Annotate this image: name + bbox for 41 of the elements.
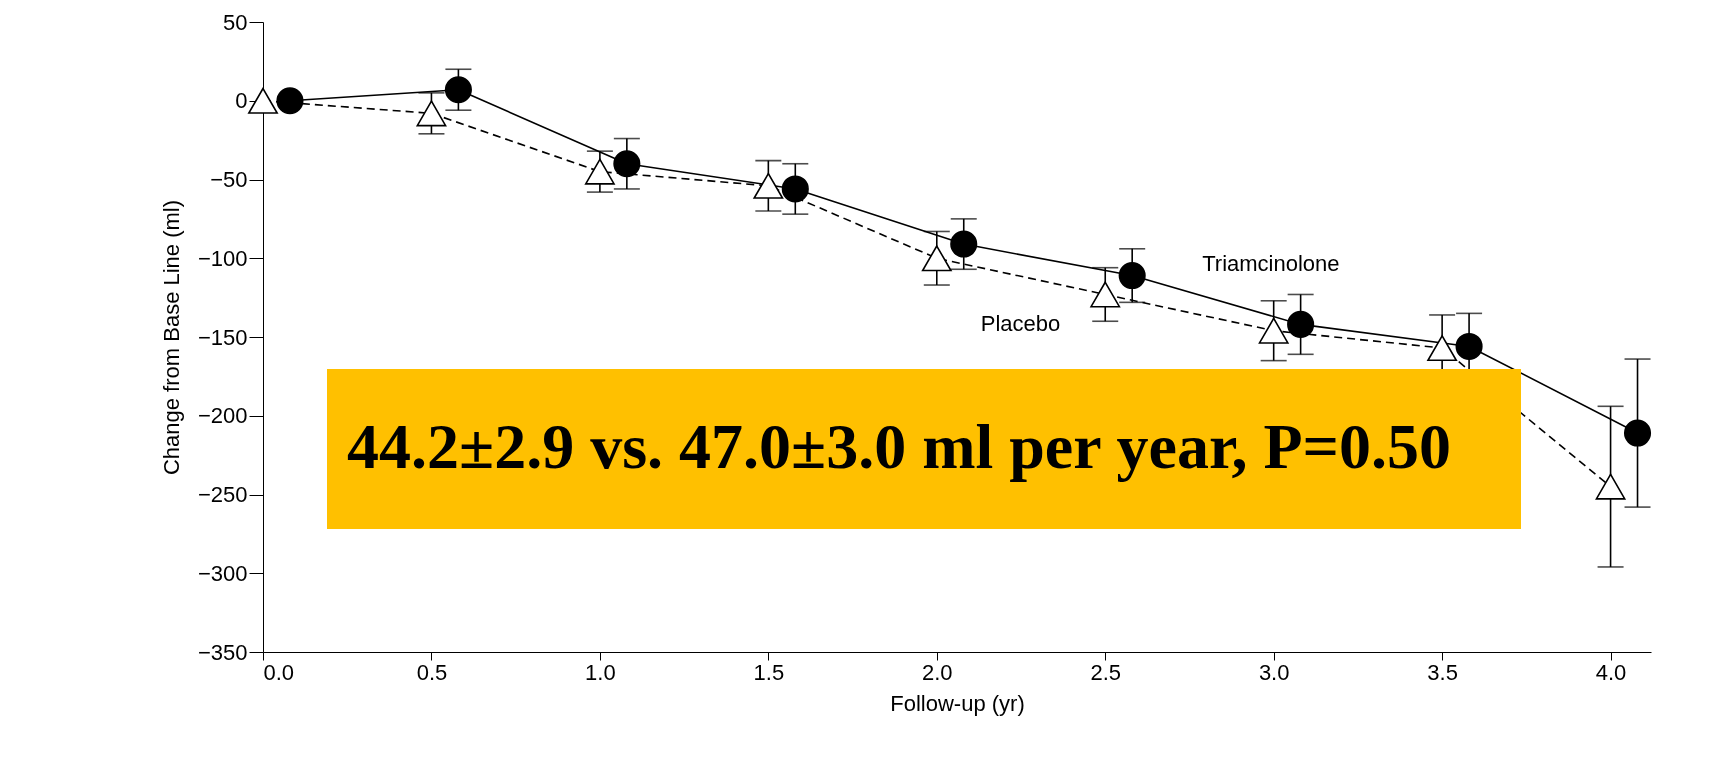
y-axis-title: Change from Base Line (ml) [158,199,184,476]
point [248,87,278,114]
annotation: 44.2±2.9 vs. 47.0±3.0 ml per year, P=0.50 [347,411,1451,482]
y-tick-label: −100 [197,245,248,271]
x-tick-label: 2.0 [921,659,953,685]
x-tick-label: 2.5 [1090,659,1122,685]
y-tick-label: −300 [197,560,248,586]
point [1595,473,1626,500]
y-tick-label: −50 [210,167,248,192]
point [781,175,809,203]
series-label: Triamcinolone [1202,250,1340,276]
x-tick-label: 4.0 [1595,659,1627,685]
point [1455,332,1483,360]
point [613,150,641,178]
series-label: Placebo [980,311,1061,337]
point [753,172,784,199]
point [1258,317,1289,344]
y-tick-label: −250 [197,482,248,507]
y-tick-label: 50 [223,9,248,35]
point [950,230,978,258]
point [276,87,304,115]
point [1287,310,1315,338]
x-tick-label: 1.0 [585,659,616,685]
x-tick-label: 0.0 [263,659,295,685]
point [1427,334,1458,362]
point [584,158,615,185]
y-tick-label: −150 [197,324,248,350]
x-tick-label: 1.5 [753,659,785,685]
point [1090,281,1121,308]
y-tick-label: −200 [197,403,248,429]
y-tick-label: 0 [235,88,248,114]
point [1118,262,1146,290]
point [921,245,952,272]
x-tick-label: 3.5 [1427,659,1458,685]
x-tick-label: 0.5 [416,659,448,685]
x-tick-label: 3.0 [1258,659,1290,685]
point [1623,419,1652,447]
point [444,76,472,104]
x-axis-title: Follow-up (yr) [890,690,1025,716]
y-tick-label: −350 [197,639,248,665]
point [416,100,447,127]
